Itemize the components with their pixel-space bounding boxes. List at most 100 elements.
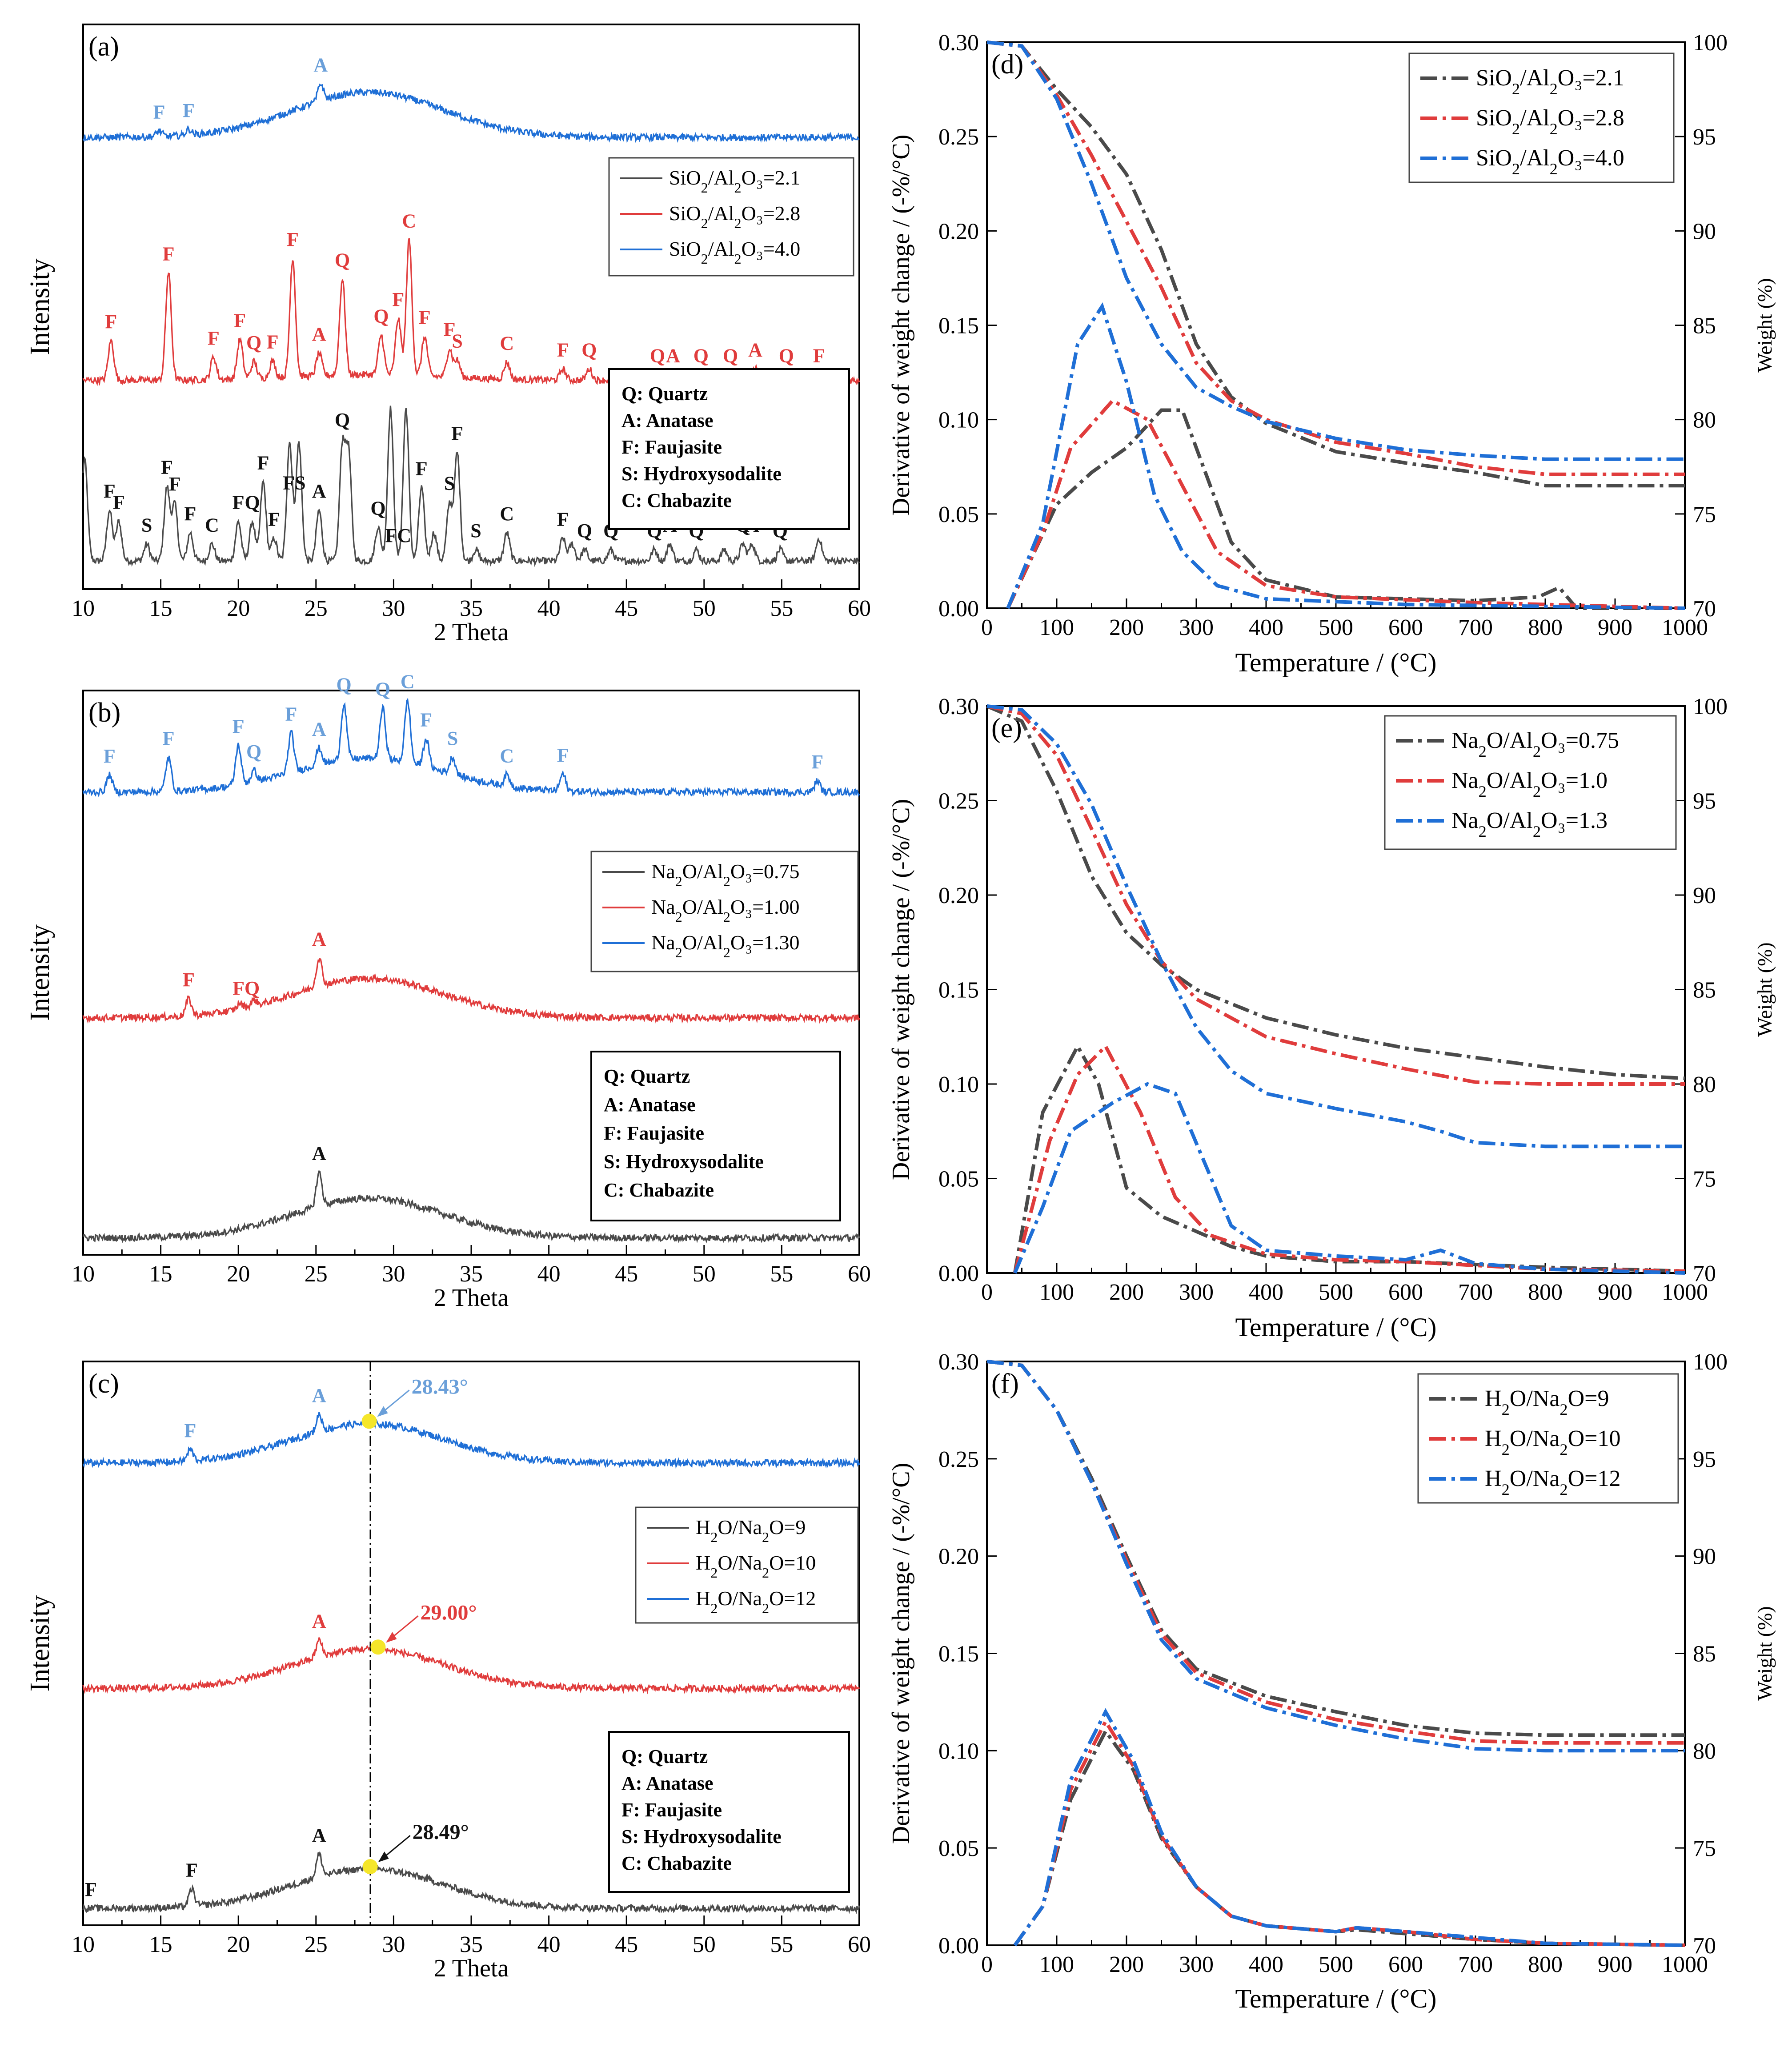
- text-part: 0.05: [938, 1167, 979, 1192]
- peak-label: F: [557, 339, 569, 361]
- x-tick-label: 600: [1388, 1280, 1423, 1305]
- text-part: 0.10: [938, 1739, 979, 1764]
- subscript: 2: [701, 180, 708, 196]
- text-part: 600: [1388, 1280, 1423, 1305]
- dtg-curve-1: [1006, 398, 1685, 610]
- text-part: F: [813, 345, 825, 366]
- text-part: 800: [1528, 1952, 1563, 1977]
- text-part: O=10: [769, 1551, 816, 1574]
- x-tick-label: 700: [1458, 615, 1493, 640]
- text-part: 0.00: [938, 1933, 979, 1959]
- text-part: (f): [991, 1369, 1019, 1399]
- x-tick-label: 10: [72, 1932, 95, 1957]
- subscript: 2: [710, 1529, 718, 1545]
- x-tick-label: 500: [1319, 1280, 1353, 1305]
- text-part: 60: [848, 596, 871, 621]
- legend-label: Na2O/Al2O₃=1.00: [651, 895, 800, 925]
- text-part: 40: [537, 1932, 561, 1957]
- text-part: F: [233, 492, 245, 514]
- y-right-tick-label: 70: [1693, 596, 1716, 622]
- text-part: 15: [149, 1932, 172, 1957]
- text-part: F: [285, 703, 297, 725]
- x-tick-label: 60: [848, 1932, 871, 1957]
- phase-legend-item: S: Hydroxysodalite: [604, 1151, 764, 1173]
- text-part: SiO: [1476, 105, 1512, 131]
- text-part: O=9: [769, 1516, 806, 1538]
- dtg-curve-2: [1013, 1708, 1685, 1947]
- x-tick-label: 1000: [1662, 1952, 1708, 1977]
- text-part: 700: [1458, 615, 1493, 640]
- x-tick-label: 400: [1249, 1280, 1283, 1305]
- text-part: 30: [382, 1261, 405, 1287]
- text-part: O=10: [1568, 1426, 1621, 1451]
- text-part: 60: [848, 1932, 871, 1957]
- peak-label: Q: [246, 332, 261, 353]
- text-part: 100: [1693, 694, 1728, 719]
- legend-label: SiO2/Al2O₃=2.8: [669, 202, 800, 231]
- text-part: S: Hydroxysodalite: [621, 1826, 782, 1847]
- text-part: /Al: [708, 202, 734, 225]
- text-part: 300: [1179, 1280, 1214, 1305]
- y-right-tick-label: 90: [1693, 883, 1716, 908]
- text-part: A: [312, 1824, 326, 1846]
- text-part: SiO: [669, 166, 701, 189]
- y-left-tick-label: 0.00: [938, 1933, 979, 1959]
- x-tick-label: 200: [1109, 1280, 1144, 1305]
- subscript: 2: [1479, 783, 1487, 800]
- peak-label: F: [419, 307, 431, 329]
- tg-panel-f: 0 100 200 300 400 500 600 700 800 900 1000 0.00 0.05…: [887, 1349, 1776, 2013]
- text-part: S: [444, 472, 455, 494]
- text-part: 0.00: [938, 596, 979, 622]
- text-part: O₃=4.0: [742, 237, 801, 260]
- y-right-axis-label: Weight (%): [1753, 1606, 1776, 1700]
- x-axis-label: 2 Theta: [434, 618, 509, 646]
- peak-label: A: [748, 339, 762, 361]
- text-part: 500: [1319, 1280, 1353, 1305]
- y-left-tick-label: 0.30: [938, 30, 979, 56]
- subscript: 2: [1559, 1401, 1567, 1418]
- text-part: SiO: [1476, 145, 1512, 171]
- peak-label: Q: [723, 345, 738, 366]
- legend: SiO2/Al2O₃=2.1SiO2/Al2O₃=2.8SiO2/Al2O₃=4…: [1408, 52, 1675, 183]
- text-part: 300: [1179, 615, 1214, 640]
- text-part: 1000: [1662, 1952, 1708, 1977]
- text-part: Q: [650, 345, 665, 366]
- text-part: 0.05: [938, 502, 979, 527]
- text-part: 0.30: [938, 694, 979, 719]
- subscript: 2: [1559, 1481, 1567, 1498]
- phase-legend-item: S: Hydroxysodalite: [621, 1826, 782, 1847]
- legend: SiO2/Al2O₃=2.1SiO2/Al2O₃=2.8SiO2/Al2O₃=4…: [608, 157, 854, 277]
- text-part: F: [153, 101, 165, 123]
- x-tick-label: 900: [1598, 1280, 1632, 1305]
- text-part: Q: [335, 249, 350, 271]
- peak-label: F: [444, 319, 456, 341]
- subscript: 2: [1533, 783, 1541, 800]
- text-part: S: [447, 727, 458, 749]
- y-left-tick-label: 0.15: [938, 1642, 979, 1667]
- phase-legend: Q: Quartz A: Anatase F: Faujasite S: Hydrox…: [608, 368, 850, 530]
- peak-label: Q: [373, 305, 389, 327]
- peak-label: A: [312, 1610, 326, 1632]
- text-part: Derivative of weight change / (-%/°C): [887, 135, 915, 516]
- text-part: F: [419, 307, 431, 329]
- text-part: F: [557, 744, 569, 766]
- subscript: 2: [723, 873, 730, 889]
- legend-label: SiO2/Al2O₃=4.0: [669, 237, 800, 267]
- panel-label: (f): [991, 1369, 1019, 1399]
- hump-center-label: 28.43°: [412, 1375, 468, 1398]
- tg-weight-curve-1: [986, 40, 1685, 476]
- text-part: F: [163, 243, 175, 265]
- x-tick-label: 15: [149, 596, 172, 621]
- text-part: 35: [460, 1932, 483, 1957]
- legend-label: H2O/Na2O=9: [696, 1516, 806, 1545]
- text-part: S: Hydroxysodalite: [621, 463, 782, 485]
- text-part: F: [811, 751, 823, 773]
- subscript: 2: [762, 1600, 769, 1616]
- subscript: 2: [1512, 120, 1520, 138]
- y-right-tick-label: 85: [1693, 313, 1716, 339]
- hump-center-marker: [362, 1859, 378, 1875]
- x-tick-label: 800: [1528, 615, 1563, 640]
- peak-label: F: [105, 311, 117, 333]
